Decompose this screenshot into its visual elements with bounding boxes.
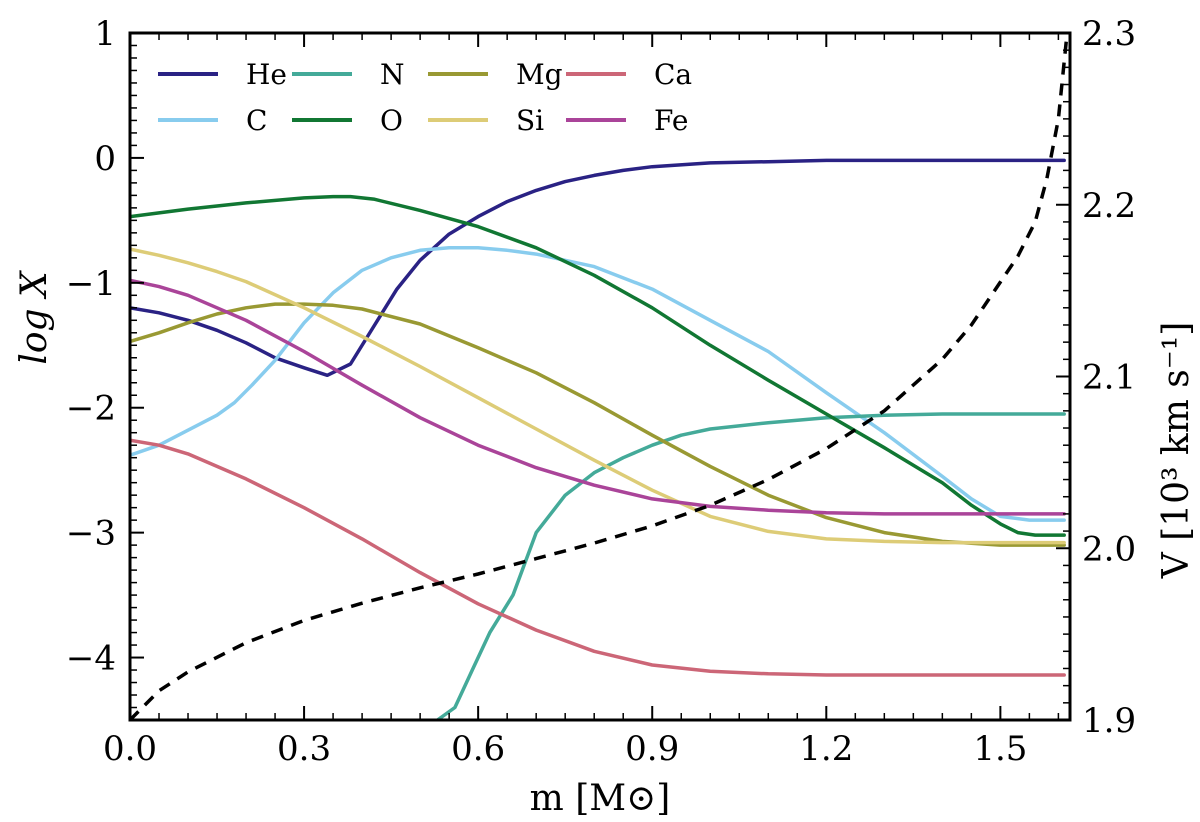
x-tick-label: 0.9 <box>625 729 679 769</box>
y-axis-title: log X <box>14 270 55 365</box>
y-tick-label: −2 <box>66 389 116 429</box>
series-line-n <box>435 412 1066 720</box>
series-line-v <box>130 33 1069 720</box>
y-tick-label: −1 <box>66 264 116 304</box>
y2-tick-label: 2.1 <box>1082 358 1136 398</box>
y-tick-label: 0 <box>94 139 116 179</box>
legend-label-fe: Fe <box>654 104 688 137</box>
legend: He N Mg Ca C O Si Fe <box>158 58 692 137</box>
y2-tick-label: 2.0 <box>1082 529 1136 569</box>
series-layer <box>130 33 1069 720</box>
x-tick-label: 0.3 <box>277 729 331 769</box>
series-line-he <box>130 158 1066 378</box>
x-tick-label: 0.6 <box>451 729 505 769</box>
legend-label-si: Si <box>516 104 544 137</box>
series-line-o <box>130 194 1066 537</box>
x-tick-label: 0.0 <box>103 729 157 769</box>
x-axis-title: m [M⊙] <box>530 778 671 819</box>
legend-label-mg: Mg <box>516 58 563 91</box>
series-line-c <box>130 246 1066 522</box>
y2-tick-label: 1.9 <box>1082 701 1136 741</box>
y-tick-label: −4 <box>66 639 116 679</box>
plot-frame <box>128 31 1072 722</box>
x-tick-label: 1.5 <box>973 729 1027 769</box>
y-tick-label: 1 <box>94 14 116 54</box>
y2-axis-title: V [10³ km s⁻¹] <box>1156 322 1197 580</box>
legend-label-he: He <box>246 58 287 91</box>
series-line-mg <box>130 302 1066 547</box>
series-line-si <box>130 247 1066 545</box>
y-tick-label: −3 <box>66 514 116 554</box>
ticks-layer: 0.0 0.3 0.6 0.9 1.2 1.5 1 0 −1 −2 −3 −4 2.3 2.2 2.1 2.0… <box>66 14 1136 769</box>
legend-label-c: C <box>246 104 267 137</box>
x-tick-label: 1.2 <box>799 729 853 769</box>
legend-label-ca: Ca <box>654 58 692 91</box>
legend-label-o: O <box>380 104 403 137</box>
y2-tick-label: 2.3 <box>1082 14 1136 54</box>
legend-label-n: N <box>380 58 405 91</box>
series-line-ca <box>130 438 1066 677</box>
y2-tick-label: 2.2 <box>1082 186 1136 226</box>
series-line-fe <box>130 278 1066 516</box>
